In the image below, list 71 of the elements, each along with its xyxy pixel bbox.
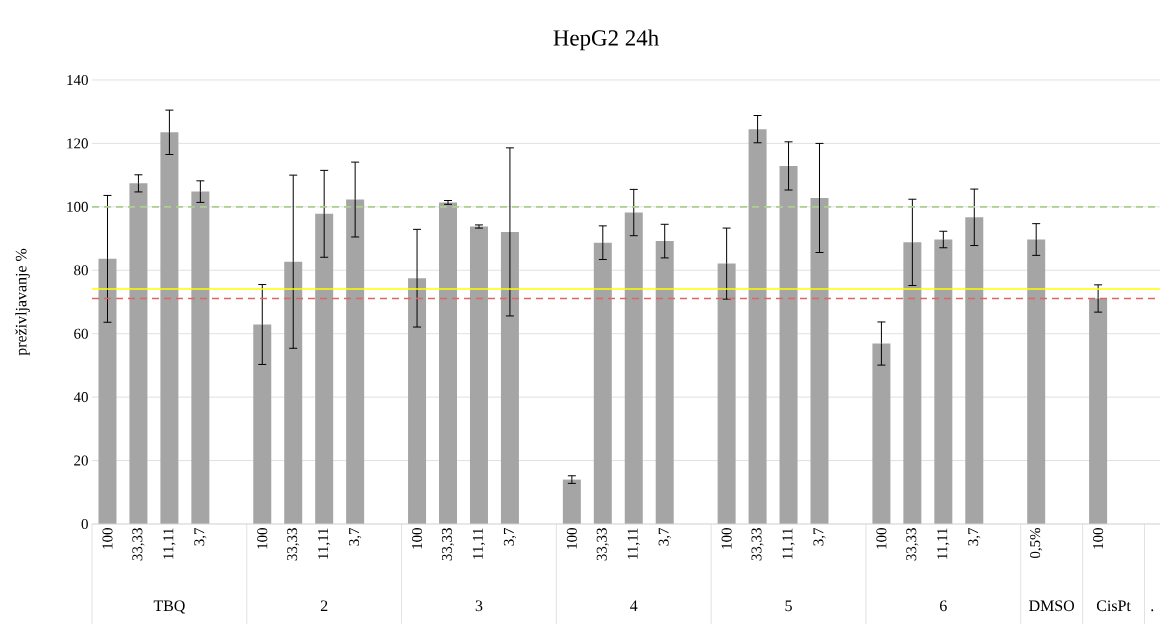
x-tick-label: 11,11 — [627, 528, 640, 559]
y-tick-label: 100 — [67, 201, 88, 212]
x-tick-label: 100 — [721, 528, 732, 549]
text: CisPt — [1096, 600, 1131, 612]
x-tick-label: 100 — [102, 528, 113, 549]
bar — [562, 479, 581, 524]
x-tick-label: 3,7 — [813, 527, 826, 546]
x-tick-label: 11,11 — [782, 528, 795, 559]
bar — [98, 258, 117, 524]
x-tick-label: 100 — [1093, 528, 1104, 549]
y-axis-title: preživljavanje % — [15, 248, 30, 356]
x-tick-label: 33,33 — [132, 528, 145, 561]
y-tick-label: 60 — [74, 328, 88, 339]
bar — [748, 129, 767, 524]
bar — [903, 242, 922, 524]
bar — [1027, 239, 1046, 524]
x-tick-label: 3,7 — [503, 527, 517, 546]
bar — [129, 183, 148, 524]
bar — [346, 199, 365, 524]
y-tick-label: 40 — [73, 392, 88, 403]
x-tick-label: 3,7 — [349, 527, 362, 546]
x-tick-label: 11,11 — [937, 528, 950, 559]
x-tick-label: 0,5% — [1030, 528, 1043, 559]
x-tick-label: 3,7 — [194, 527, 207, 546]
x-tick-label: 33,33 — [596, 528, 609, 561]
y-tick-label: 140 — [67, 74, 88, 86]
bar — [469, 226, 488, 524]
text: 2 — [320, 600, 328, 611]
bar — [872, 343, 891, 524]
bar — [284, 261, 303, 524]
x-tick-label: 3,7 — [658, 527, 671, 546]
bar — [593, 242, 612, 524]
bar — [1089, 298, 1108, 524]
bar — [655, 241, 674, 524]
text: 4 — [630, 600, 638, 611]
y-tick-label: 0 — [81, 518, 88, 530]
x-tick-label: 33,33 — [751, 528, 764, 561]
bar — [500, 231, 519, 524]
text: 5 — [785, 600, 792, 612]
bar — [624, 212, 643, 524]
text: TBQ — [153, 600, 186, 614]
bar — [253, 324, 272, 524]
x-tick-label: 3,7 — [968, 527, 981, 546]
x-tick-label: 33,33 — [906, 528, 919, 561]
x-tick-label: 100 — [566, 528, 577, 549]
bar — [810, 197, 829, 524]
bar — [965, 217, 984, 524]
text: 6 — [940, 600, 947, 612]
y-tick-label: 20 — [74, 455, 88, 466]
text: . — [1151, 609, 1154, 612]
bar — [717, 263, 736, 524]
bar — [160, 132, 179, 524]
bar — [439, 202, 458, 524]
bar — [934, 239, 953, 524]
y-tick-label: 80 — [74, 265, 88, 276]
x-tick-label: 11,11 — [163, 528, 176, 559]
bar — [779, 165, 798, 524]
x-tick-label: 100 — [257, 528, 268, 549]
text: 3 — [475, 600, 483, 612]
x-tick-label: 33,33 — [441, 528, 455, 561]
x-tick-label: 11,11 — [472, 528, 486, 559]
y-tick-label: 120 — [67, 138, 88, 149]
x-tick-label: 11,11 — [318, 528, 331, 559]
x-tick-label: 100 — [412, 528, 423, 549]
chart-title: HepG2 24h — [553, 29, 659, 51]
x-tick-label: 100 — [876, 528, 887, 549]
bar — [408, 278, 427, 524]
bar — [191, 191, 210, 524]
text: DMSO — [1029, 600, 1075, 612]
x-tick-label: 33,33 — [287, 528, 300, 561]
bar — [315, 213, 334, 524]
